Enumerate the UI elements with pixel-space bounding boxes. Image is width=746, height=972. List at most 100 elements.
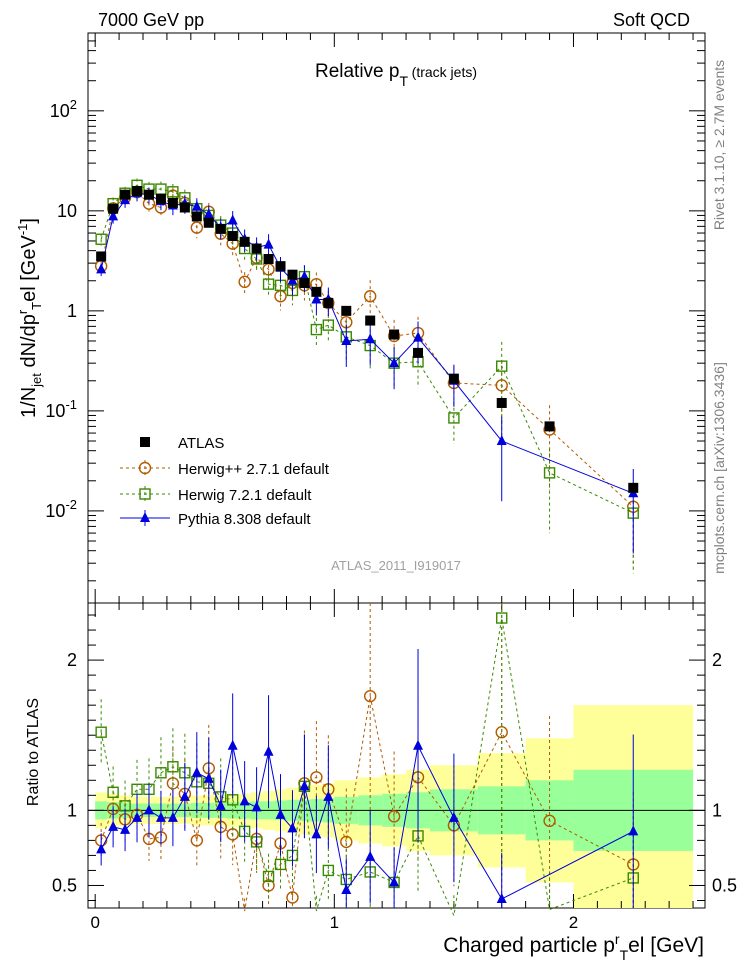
ratio-data-point xyxy=(167,761,179,773)
header-left: 7000 GeV pp xyxy=(98,10,204,30)
ratio-data-point xyxy=(143,804,154,815)
legend-label: Herwig++ 2.7.1 default xyxy=(178,461,330,478)
y-tick-label: 10-2 xyxy=(45,497,77,521)
legend-marker xyxy=(140,512,150,522)
ratio-data-point xyxy=(341,883,352,894)
legend-label: ATLAS xyxy=(178,435,224,452)
ratio-data-point xyxy=(275,808,286,819)
analysis-watermark: ATLAS_2011_I919017 xyxy=(331,558,461,573)
ratio-data-point xyxy=(132,811,143,822)
ratio-data-point xyxy=(95,726,107,738)
ratio-data-point xyxy=(107,786,119,799)
ratio-data-point xyxy=(340,835,353,849)
ratio-y-tick-label: 2 xyxy=(67,650,77,670)
data-point xyxy=(155,193,166,204)
data-point xyxy=(543,467,556,479)
data-point xyxy=(287,274,298,285)
data-point xyxy=(311,286,322,297)
ratio-ylabel: Ratio to ATLAS xyxy=(25,698,42,806)
legend-label: Herwig 7.2.1 default xyxy=(178,487,312,504)
data-point xyxy=(143,189,154,200)
data-point xyxy=(96,263,107,274)
series-line xyxy=(100,184,634,514)
data-point xyxy=(251,243,262,254)
ratio-data-point xyxy=(203,772,214,783)
data-point xyxy=(389,329,400,340)
legend: ATLAS Herwig++ 2.7.1 default Herwig 7.2.1 … xyxy=(120,435,330,528)
data-point xyxy=(191,211,202,222)
ratio-data-point xyxy=(628,825,639,836)
legend-label: Pythia 8.308 default xyxy=(178,511,311,528)
ratio-data-point xyxy=(387,810,401,823)
data-point xyxy=(120,189,131,200)
y-tick-label: 1 xyxy=(67,301,77,321)
legend-marker xyxy=(138,461,152,475)
data-point xyxy=(363,290,377,303)
legend-marker xyxy=(140,437,150,447)
data-point xyxy=(310,323,323,336)
data-point xyxy=(311,293,322,304)
data-point xyxy=(299,277,310,288)
ratio-plot-data xyxy=(94,603,640,918)
data-point xyxy=(287,269,298,280)
data-point xyxy=(544,421,555,432)
ratio-y-tick-label: 1 xyxy=(67,800,77,820)
ratio-data-point xyxy=(323,790,334,801)
ratio-data-point xyxy=(322,864,335,877)
ratio-y-tick-label: 0.5 xyxy=(52,875,77,895)
ratio-data-point xyxy=(543,814,556,828)
data-point xyxy=(239,236,250,247)
data-point xyxy=(275,261,286,272)
ratio-series-line xyxy=(100,696,634,912)
data-point xyxy=(322,319,335,331)
data-point xyxy=(108,203,119,214)
ratio-data-point xyxy=(262,870,275,883)
main-plot-data xyxy=(94,178,640,574)
mcplots-label: mcplots.cern.ch [arXiv:1306.3436] xyxy=(711,362,727,574)
data-point xyxy=(263,254,274,265)
ratio-data-point xyxy=(310,771,323,784)
data-point xyxy=(365,333,376,344)
data-point xyxy=(628,482,639,493)
ratio-data-point xyxy=(120,823,131,834)
axes: 0 1 2 10-2 10-1 1 10 102 0.5 0.5 1 1 2 2 xyxy=(45,32,737,932)
ratio-data-point xyxy=(108,820,119,831)
ratio-data-point xyxy=(239,795,250,806)
y-tick-label: 10 xyxy=(57,201,77,221)
data-point xyxy=(203,217,214,228)
ratio-data-point xyxy=(413,739,424,750)
data-point xyxy=(496,434,507,445)
ratio-data-point xyxy=(299,780,310,791)
data-point xyxy=(389,357,400,368)
ratio-y-tick-label-right: 2 xyxy=(712,650,722,670)
ratio-data-point xyxy=(167,811,178,822)
data-point xyxy=(215,223,226,234)
ratio-data-point xyxy=(190,834,204,847)
main-ylabel: 1/Njet dN/dprTel [GeV-1] xyxy=(15,218,44,418)
data-point xyxy=(203,208,214,219)
ratio-data-point xyxy=(155,767,167,779)
x-tick-label: 0 xyxy=(90,913,99,932)
data-point xyxy=(341,334,352,345)
ratio-data-point xyxy=(179,790,190,801)
data-point xyxy=(167,186,179,198)
data-point xyxy=(413,331,424,342)
ratio-data-point xyxy=(227,739,238,750)
ratio-data-point xyxy=(191,766,202,777)
ratio-data-point xyxy=(215,799,226,810)
data-point xyxy=(262,278,275,290)
ratio-data-point xyxy=(274,858,287,871)
data-point xyxy=(191,200,202,211)
data-point xyxy=(448,412,460,424)
data-point xyxy=(496,397,507,408)
ratio-series-line xyxy=(100,617,634,918)
data-point xyxy=(413,347,424,358)
y-tick-label: 10-1 xyxy=(45,397,77,421)
data-point xyxy=(167,197,178,208)
ratio-data-point xyxy=(263,745,274,756)
data-point xyxy=(365,315,376,326)
x-tick-label: 1 xyxy=(330,913,339,932)
data-point xyxy=(263,238,274,249)
ratio-y-tick-label-right: 1 xyxy=(712,800,722,820)
